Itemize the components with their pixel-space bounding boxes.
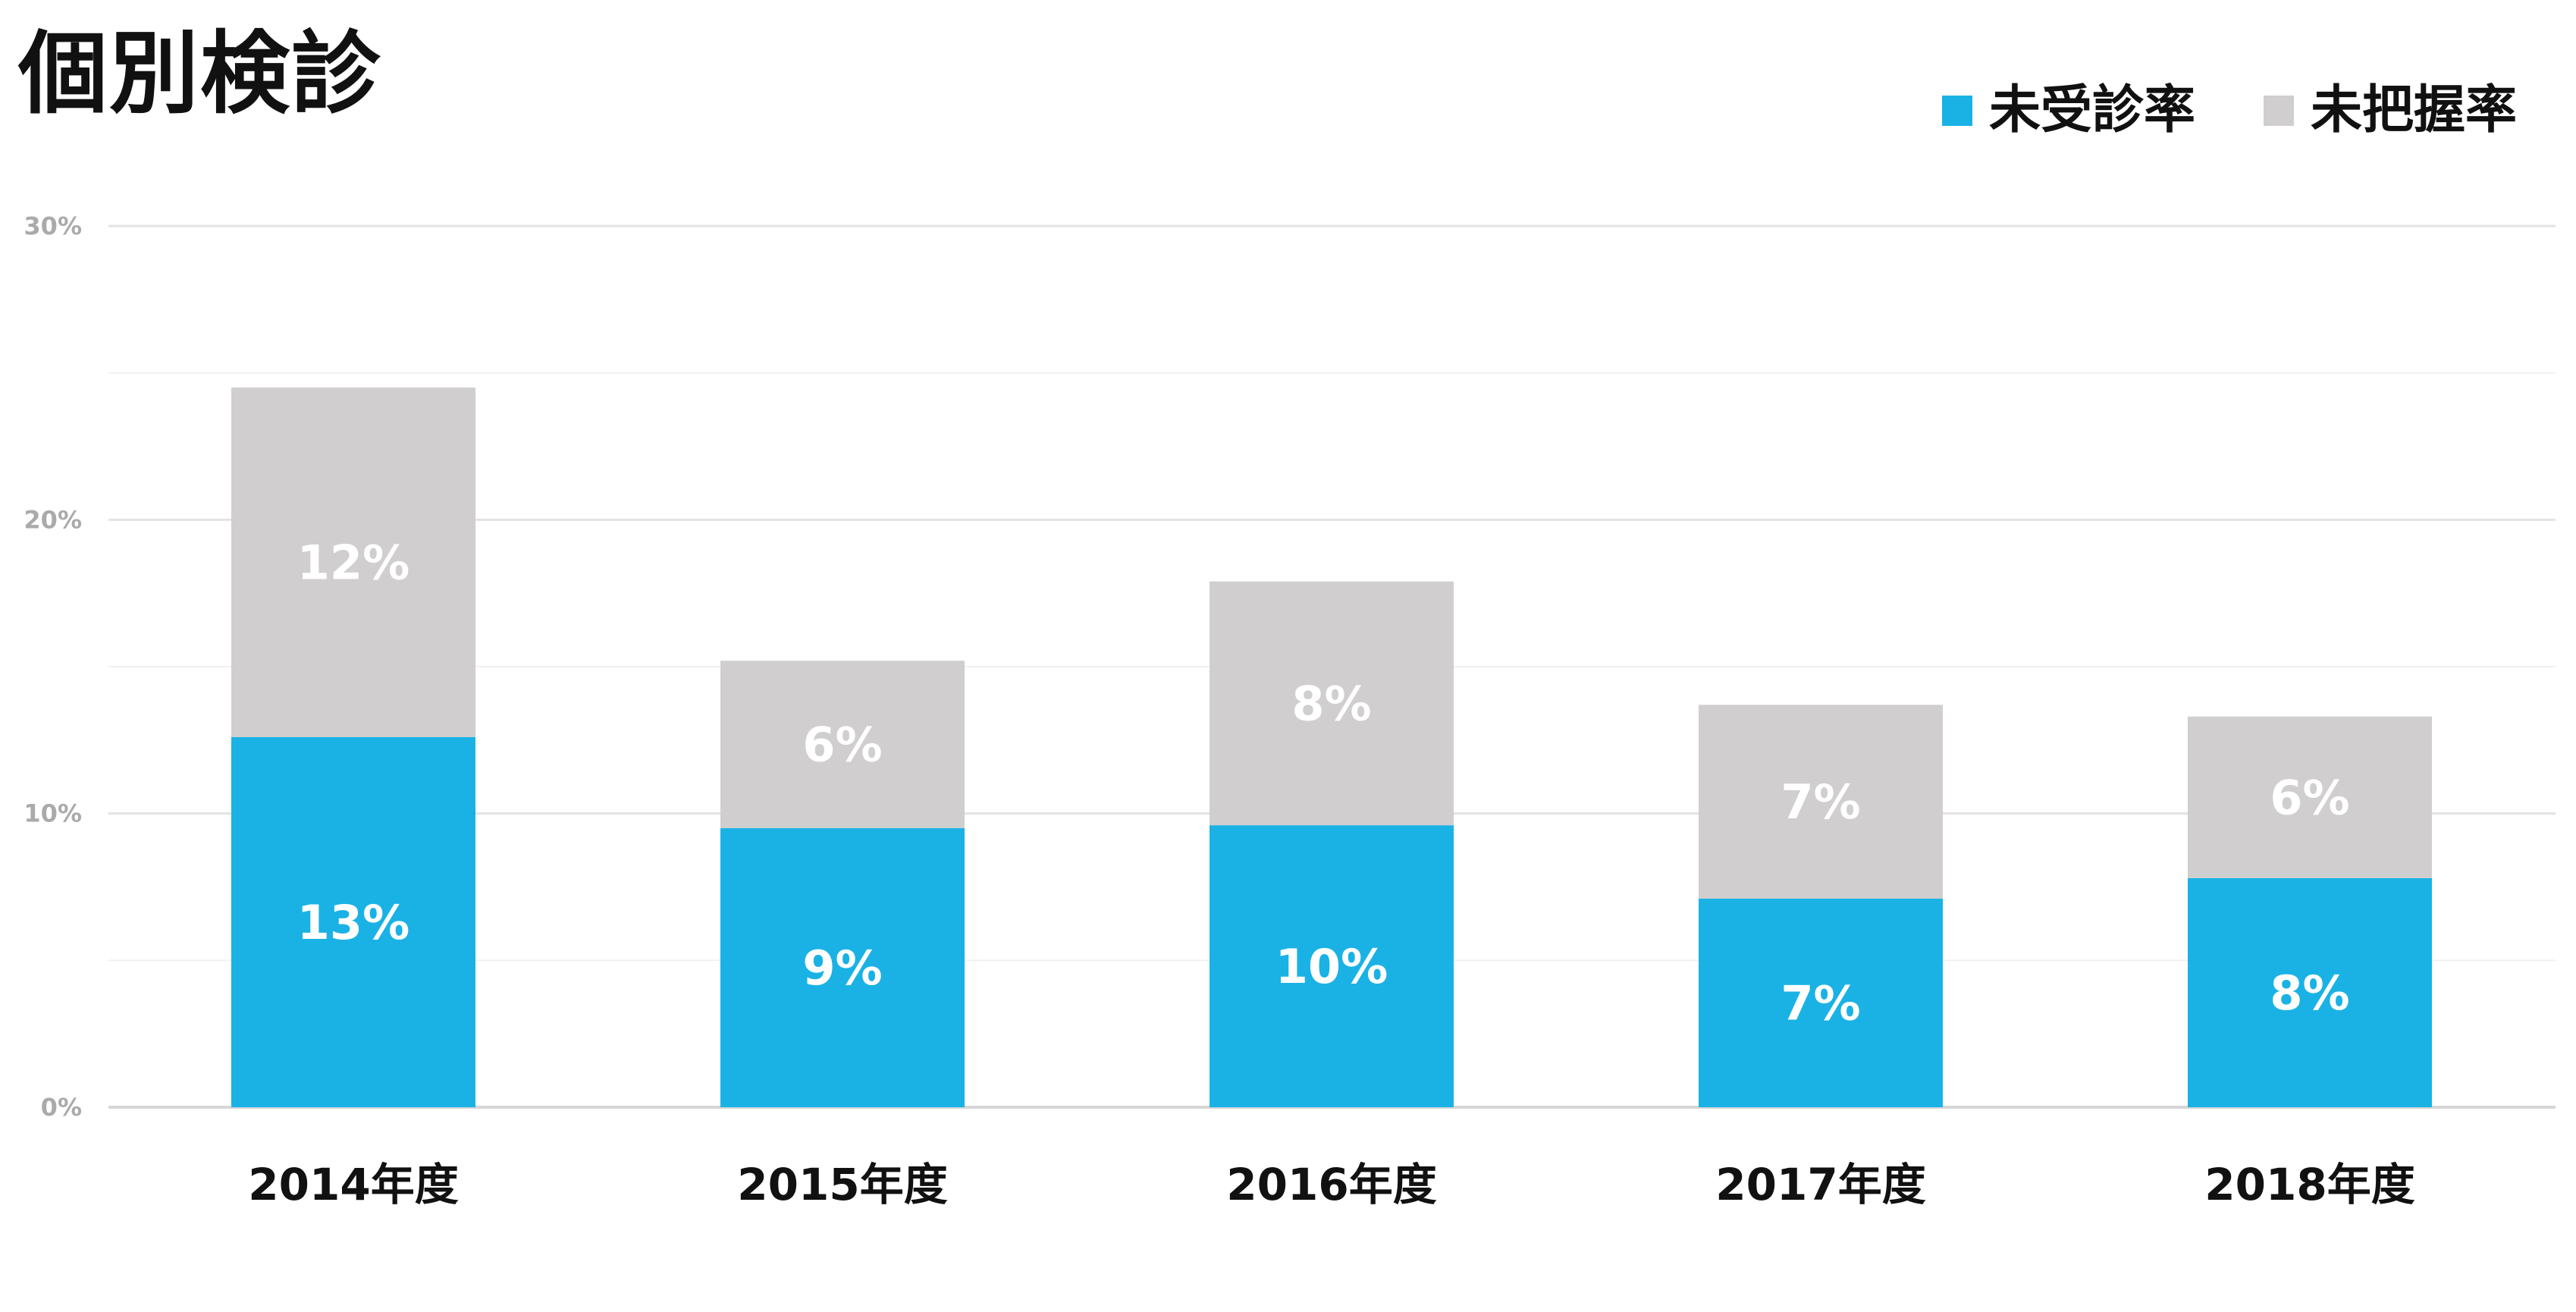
y-tick-label: 30% xyxy=(24,212,82,240)
y-tick-label: 20% xyxy=(24,505,82,534)
bar-segment-unscreened xyxy=(1699,898,1943,1107)
bar-segment-unscreened xyxy=(2188,877,2432,1107)
bar-segment-unknown xyxy=(231,388,475,737)
y-tick-label: 10% xyxy=(24,799,82,828)
y-tick-label: 0% xyxy=(41,1093,82,1122)
x-category-label: 2017年度 xyxy=(1715,1159,1925,1210)
bar-segment-unscreened xyxy=(231,736,475,1107)
x-category-label: 2014年度 xyxy=(248,1159,458,1210)
data-label: 6% xyxy=(802,717,882,773)
data-label: 8% xyxy=(1291,676,1371,731)
legend-label-unknown: 未把握率 xyxy=(2310,80,2517,140)
bar-segment-unknown xyxy=(1210,581,1454,826)
data-label: 7% xyxy=(1781,774,1860,830)
data-label: 9% xyxy=(802,940,882,996)
chart-title: 個別検診 xyxy=(18,21,383,126)
legend-item-unknown: 未把握率 xyxy=(2263,80,2517,140)
label-layer: 0% 10% 20% 30% 13% 12% 2014年度 9% 6% 2015年度 10% 8% 20… xyxy=(24,212,2414,1210)
x-category-label: 2016年度 xyxy=(1226,1159,1436,1210)
data-label: 10% xyxy=(1275,939,1388,994)
data-label: 13% xyxy=(297,895,409,950)
x-category-label: 2015年度 xyxy=(737,1159,947,1210)
bar-segment-unknown xyxy=(1699,705,1943,899)
data-label: 8% xyxy=(2270,965,2349,1021)
data-label: 12% xyxy=(297,535,409,590)
data-label: 7% xyxy=(1781,975,1860,1031)
legend-item-unscreened: 未受診率 xyxy=(1941,80,2195,140)
legend-swatch-unknown xyxy=(2263,96,2294,126)
bar-segment-unknown xyxy=(720,661,965,829)
bar-segment-unscreened xyxy=(1210,825,1454,1107)
legend-swatch-unscreened xyxy=(1941,96,1972,126)
bar-segment-unscreened xyxy=(720,828,965,1107)
legend: 未受診率 未把握率 xyxy=(1874,85,2517,137)
bar-segment-unknown xyxy=(2188,716,2432,878)
data-label: 6% xyxy=(2270,770,2349,825)
x-category-label: 2018年度 xyxy=(2204,1159,2414,1210)
bar-layer xyxy=(231,388,2432,1107)
legend-label-unscreened: 未受診率 xyxy=(1988,80,2195,140)
